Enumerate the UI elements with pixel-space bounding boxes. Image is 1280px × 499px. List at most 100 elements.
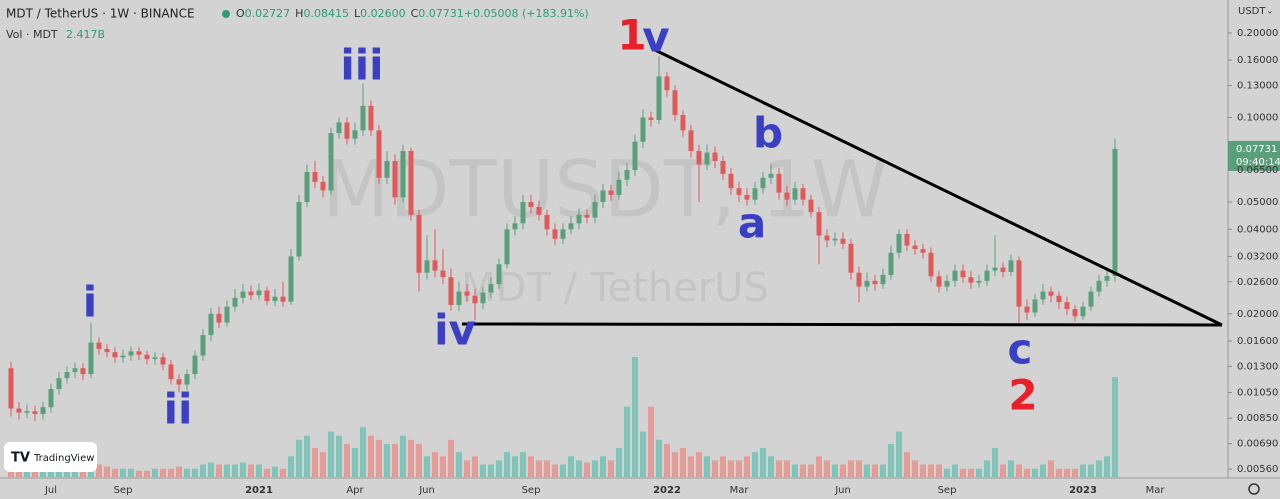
volume-bar xyxy=(936,464,942,477)
settings-icon[interactable] xyxy=(1248,483,1260,495)
x-tick-label: 2021 xyxy=(245,485,273,496)
candle-body xyxy=(584,214,590,218)
candle-body xyxy=(264,290,270,302)
volume-bar xyxy=(184,468,190,477)
candle-body xyxy=(408,150,414,215)
market-status xyxy=(222,10,230,18)
candle-body xyxy=(32,411,38,414)
ohlc-value: 0.07731 xyxy=(418,7,464,20)
candle-body xyxy=(136,351,142,355)
currency[interactable]: USDT xyxy=(1238,6,1266,17)
volume-bar xyxy=(296,439,302,477)
candle-body xyxy=(168,364,174,380)
candle-body xyxy=(944,280,950,287)
y-tick-label: 0.00690 xyxy=(1237,439,1278,450)
candle-body xyxy=(552,229,558,239)
candle-body xyxy=(1072,309,1078,317)
candle-body xyxy=(464,291,470,296)
ohlc-value: 0.08415 xyxy=(303,7,349,20)
volume-bar xyxy=(312,448,318,477)
volume-bar xyxy=(664,443,670,477)
volume-bar xyxy=(968,468,974,477)
candle-body xyxy=(448,277,454,305)
candle-body xyxy=(352,130,358,139)
candle-body xyxy=(808,199,814,213)
volume-bar xyxy=(1008,460,1014,477)
volume-bar xyxy=(1032,468,1038,477)
candle-body xyxy=(80,368,86,375)
candle-body xyxy=(1080,306,1086,317)
volume-bar xyxy=(104,466,110,477)
volume-bar xyxy=(648,406,654,477)
candle-body xyxy=(1112,148,1118,276)
candle-body xyxy=(704,152,710,165)
volume-bar xyxy=(1040,464,1046,477)
candle-body xyxy=(800,188,806,200)
currency-caret[interactable]: ⌄ xyxy=(1266,7,1274,17)
candle-body xyxy=(560,229,566,239)
y-tick-label: 0.05000 xyxy=(1237,197,1278,208)
y-tick-label: 0.00850 xyxy=(1237,413,1278,424)
candle-body xyxy=(856,272,862,287)
volume-bar xyxy=(672,452,678,477)
candle-body xyxy=(320,181,326,191)
candle-body xyxy=(1040,291,1046,300)
volume-bar xyxy=(536,460,542,477)
volume-bar xyxy=(112,468,118,477)
volume-bar xyxy=(1080,464,1086,477)
volume-bar xyxy=(80,468,86,477)
candle-body xyxy=(784,192,790,200)
logo-box[interactable] xyxy=(4,442,97,472)
candle-body xyxy=(8,368,14,409)
time-axis: Jul Sep 2021 Apr Jun Sep 2022 Mar Jun Sep 2023 Mar xyxy=(44,485,1165,496)
volume-bar xyxy=(192,468,198,477)
candle-body xyxy=(384,160,390,178)
candle-body xyxy=(224,306,230,323)
candle-body xyxy=(648,117,654,120)
candle-body xyxy=(536,207,542,215)
logo-mark: TV xyxy=(11,451,30,466)
volume-bar xyxy=(352,448,358,477)
candle-body xyxy=(624,170,630,180)
volume-bar xyxy=(896,431,902,477)
y-tick-label: 0.10000 xyxy=(1237,112,1278,123)
volume-bar xyxy=(168,468,174,477)
candle-body xyxy=(240,291,246,298)
candle-body xyxy=(200,335,206,356)
candle-body xyxy=(248,291,254,296)
candle-body xyxy=(728,173,734,189)
y-tick-label: 0.01050 xyxy=(1237,387,1278,398)
volume-bar xyxy=(544,460,550,477)
volume-bar xyxy=(24,468,30,477)
volume-bar xyxy=(864,464,870,477)
candle-body xyxy=(504,229,510,265)
volume-bar xyxy=(456,452,462,477)
volume-bar xyxy=(264,468,270,477)
volume-bar xyxy=(128,468,134,477)
volume-bar xyxy=(208,462,214,477)
candle-body xyxy=(376,130,382,178)
candle-body xyxy=(976,280,982,283)
candle-body xyxy=(304,171,310,203)
volume-bar xyxy=(248,464,254,477)
volume-bar xyxy=(152,468,158,477)
volume-bar xyxy=(336,435,342,477)
candle-body xyxy=(328,133,334,191)
volume-bar xyxy=(1016,464,1022,477)
y-tick-label: 0.16000 xyxy=(1237,55,1278,66)
candle-body xyxy=(848,243,854,273)
volume-bar xyxy=(784,460,790,477)
y-tick-label: 0.00560 xyxy=(1237,464,1278,475)
support-line xyxy=(461,322,1223,327)
candle-body xyxy=(144,354,150,360)
candle-body xyxy=(336,122,342,134)
y-tick-label: 0.02000 xyxy=(1237,309,1278,320)
x-tick-label: Apr xyxy=(346,485,364,496)
wave-label: iv xyxy=(434,306,476,355)
volume-bar xyxy=(1072,468,1078,477)
countdown: 09:40:14 xyxy=(1236,157,1280,168)
y-tick-label: 0.02600 xyxy=(1237,277,1278,288)
volume-bar xyxy=(720,456,726,477)
volume-bar xyxy=(392,443,398,477)
volume-bar xyxy=(1088,464,1094,477)
